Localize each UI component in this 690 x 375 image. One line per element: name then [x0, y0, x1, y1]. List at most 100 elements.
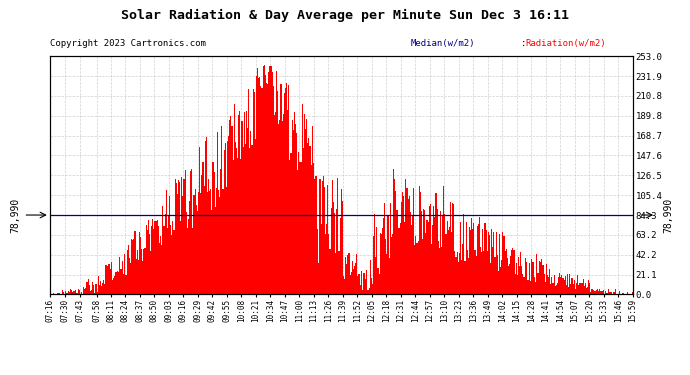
Bar	[75, 290, 77, 294]
Bar	[117, 271, 118, 294]
Bar	[586, 288, 587, 294]
Bar	[335, 253, 336, 294]
Bar	[472, 229, 473, 294]
Bar	[132, 240, 133, 294]
Bar	[384, 203, 385, 294]
Bar	[234, 105, 235, 294]
Bar	[404, 222, 405, 294]
Bar	[457, 262, 459, 294]
Bar	[209, 191, 210, 294]
Bar	[550, 284, 551, 294]
Bar	[269, 66, 270, 294]
Bar	[93, 285, 95, 294]
Bar	[388, 258, 390, 294]
Bar	[110, 268, 111, 294]
Bar	[345, 256, 346, 294]
Bar	[370, 260, 371, 294]
Bar	[548, 278, 549, 294]
Bar	[428, 206, 430, 294]
Bar	[471, 218, 472, 294]
Bar	[547, 274, 548, 294]
Bar	[473, 223, 475, 294]
Bar	[245, 144, 246, 294]
Bar	[189, 201, 190, 294]
Bar	[432, 225, 433, 294]
Bar	[256, 76, 257, 294]
Bar	[111, 262, 112, 294]
Bar	[142, 261, 144, 294]
Bar	[529, 263, 530, 294]
Bar	[226, 187, 227, 294]
Bar	[341, 189, 342, 294]
Bar	[362, 290, 363, 294]
Bar	[162, 206, 164, 294]
Bar	[414, 245, 415, 294]
Bar	[267, 84, 268, 294]
Bar	[86, 282, 88, 294]
Bar	[367, 290, 368, 294]
Bar	[602, 290, 604, 294]
Bar	[448, 227, 450, 294]
Bar	[198, 192, 199, 294]
Bar	[585, 284, 586, 294]
Bar	[453, 204, 454, 294]
Bar	[304, 114, 305, 294]
Bar	[558, 277, 559, 294]
Bar	[310, 165, 312, 294]
Text: Radiation(w/m2): Radiation(w/m2)	[526, 39, 607, 48]
Bar	[497, 255, 498, 294]
Bar	[381, 234, 382, 294]
Bar	[468, 258, 469, 294]
Bar	[229, 120, 230, 294]
Bar	[231, 126, 233, 294]
Bar	[95, 284, 97, 294]
Bar	[91, 290, 92, 294]
Bar	[200, 193, 201, 294]
Bar	[222, 189, 224, 294]
Bar	[325, 234, 326, 294]
Bar	[390, 203, 391, 294]
Bar	[298, 153, 299, 294]
Bar	[219, 197, 220, 294]
Bar	[331, 209, 332, 294]
Bar	[128, 246, 129, 294]
Bar	[118, 272, 119, 294]
Bar	[319, 179, 321, 294]
Bar	[578, 285, 579, 294]
Bar	[196, 205, 197, 294]
Bar	[521, 266, 522, 294]
Bar	[575, 289, 576, 294]
Bar	[258, 78, 259, 294]
Bar	[148, 220, 149, 294]
Bar	[305, 129, 306, 294]
Bar	[424, 210, 425, 294]
Bar	[437, 241, 439, 294]
Bar	[380, 233, 381, 294]
Bar	[531, 258, 533, 294]
Bar	[68, 292, 70, 294]
Bar	[327, 185, 328, 294]
Bar	[386, 254, 388, 294]
Bar	[289, 160, 290, 294]
Bar	[264, 64, 265, 294]
Bar	[406, 188, 408, 294]
Bar	[430, 204, 431, 294]
Bar	[63, 292, 64, 294]
Bar	[450, 202, 451, 294]
Bar	[72, 292, 73, 294]
Bar	[537, 273, 538, 294]
Bar	[284, 93, 285, 294]
Bar	[201, 174, 202, 294]
Bar	[237, 158, 238, 294]
Bar	[582, 279, 584, 294]
Bar	[272, 72, 273, 294]
Bar	[451, 232, 452, 294]
Bar	[309, 147, 310, 294]
Bar	[233, 159, 234, 294]
Bar	[589, 283, 591, 294]
Bar	[556, 285, 557, 294]
Bar	[376, 227, 377, 294]
Bar	[344, 279, 345, 294]
Bar	[538, 273, 539, 294]
Bar	[425, 233, 426, 294]
